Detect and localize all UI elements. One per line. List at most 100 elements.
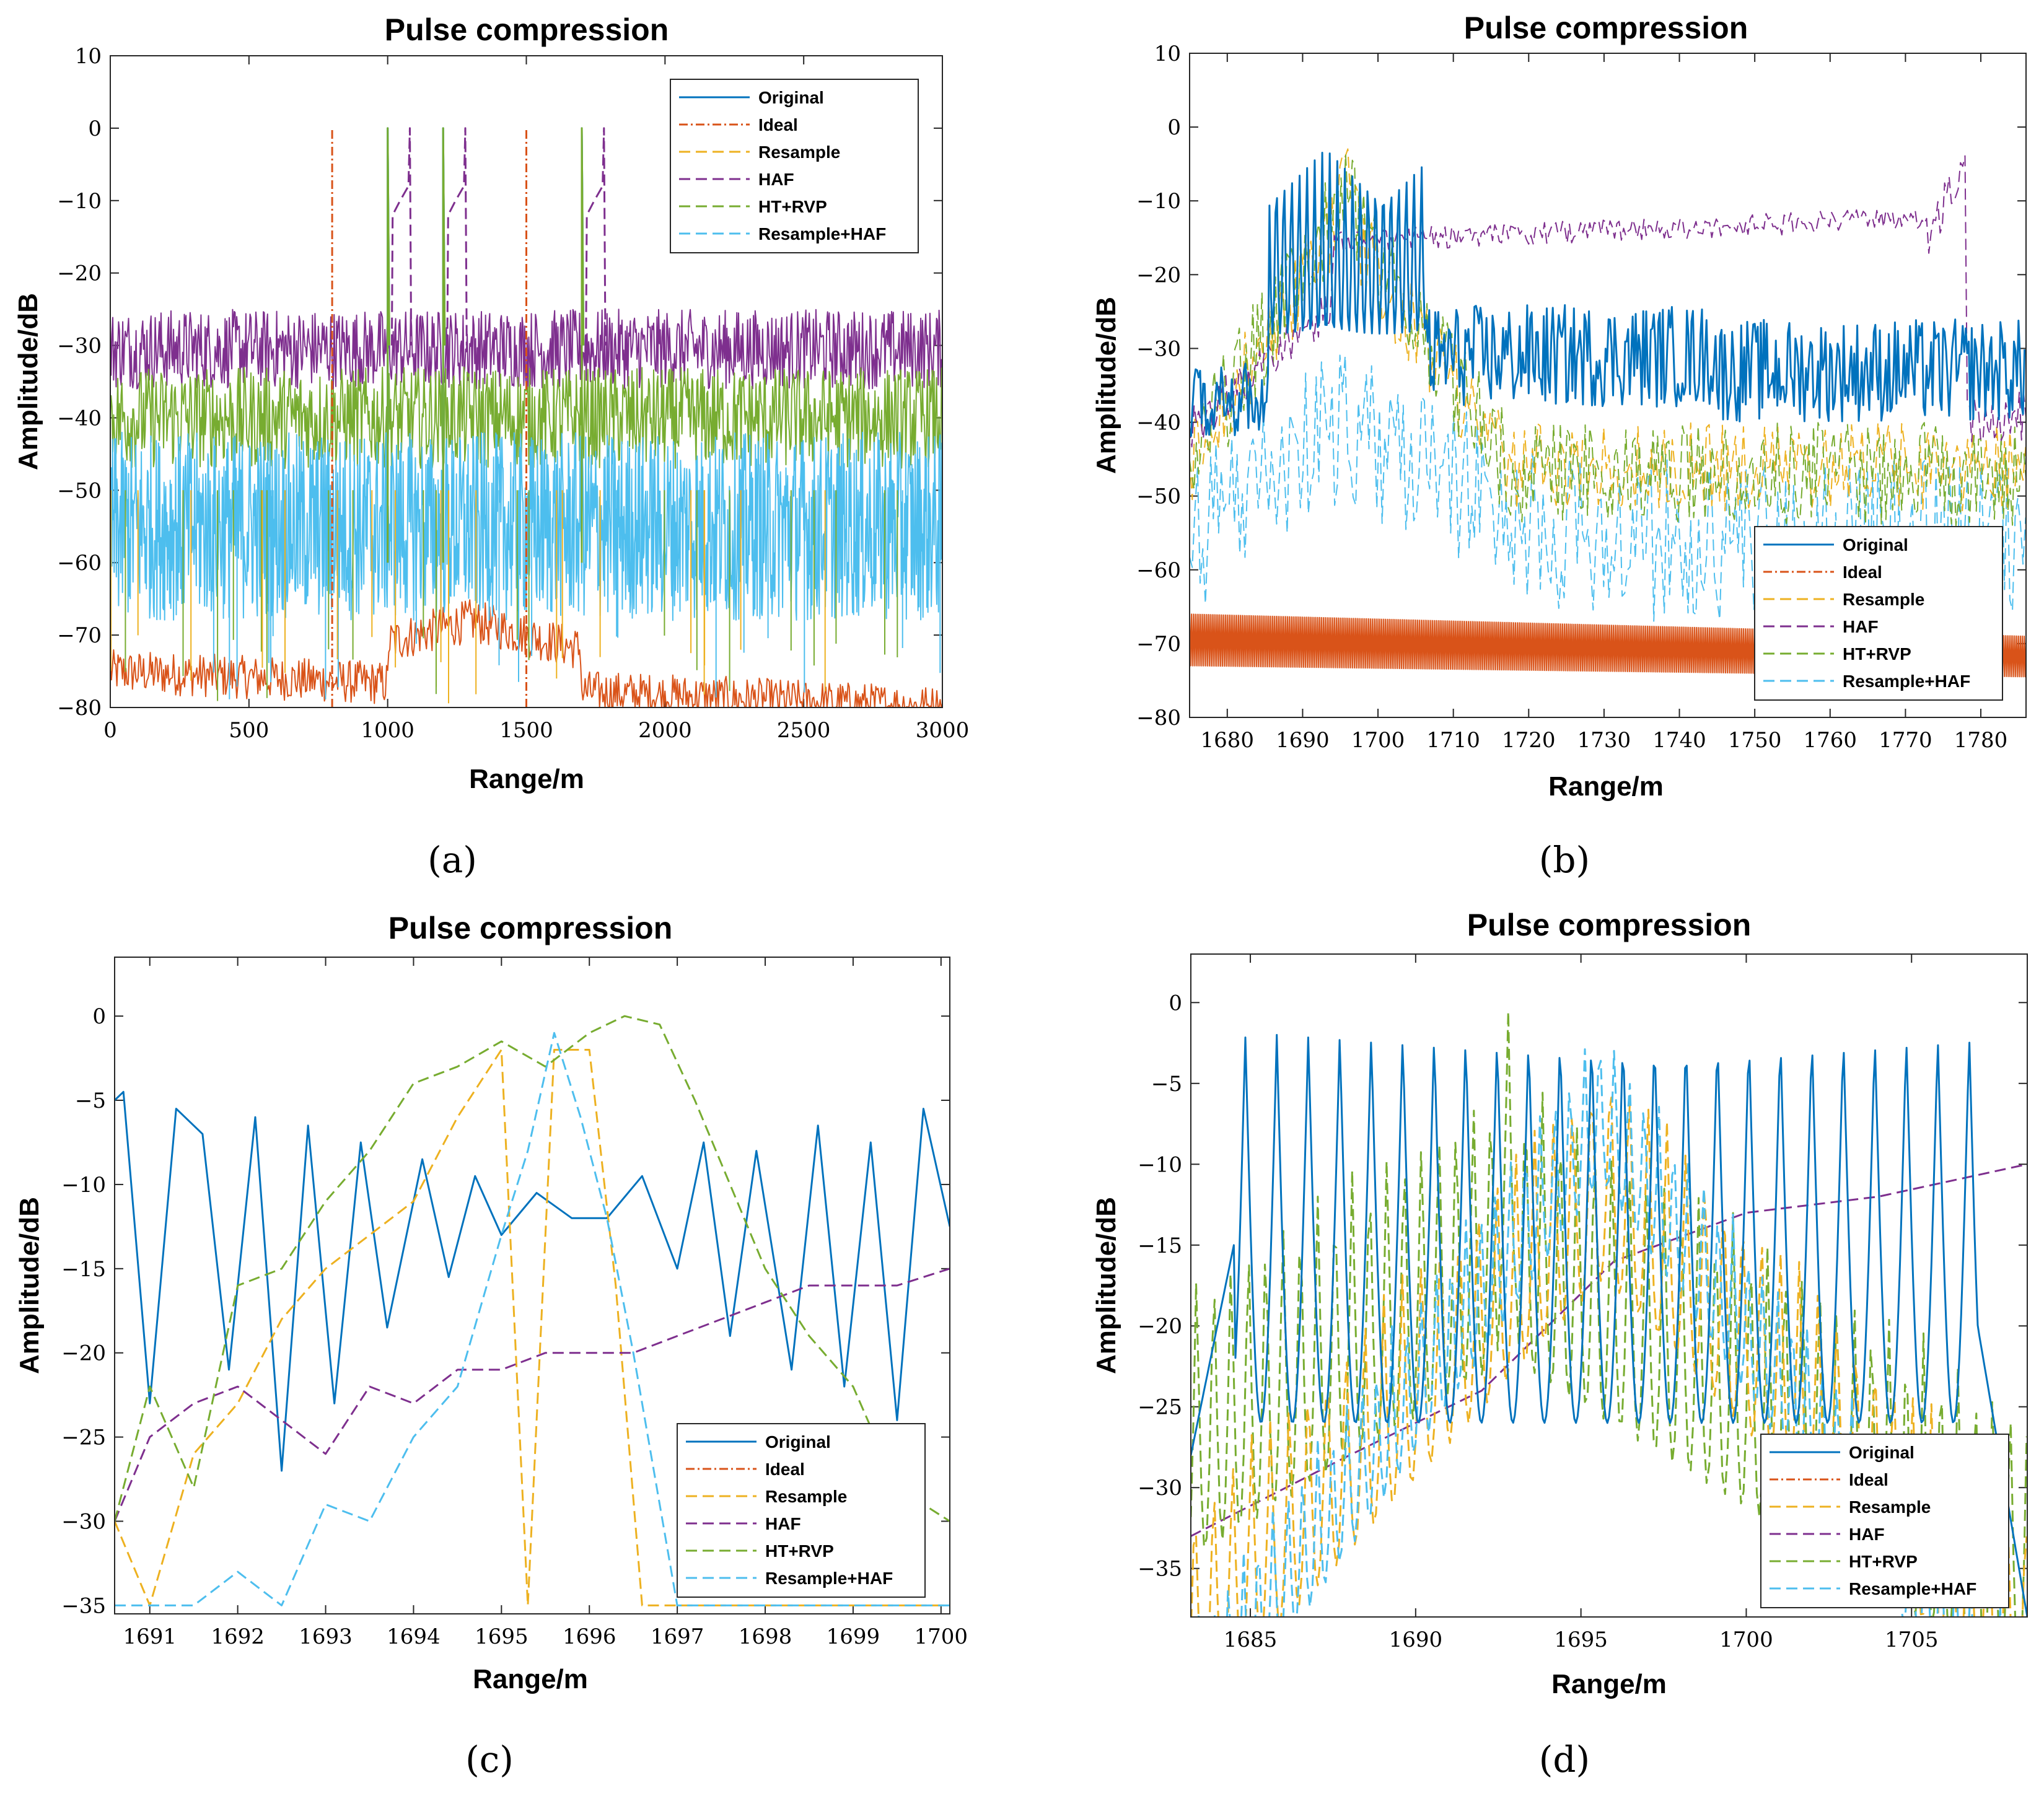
panel-a-ylabel: Amplitude/dB [13, 293, 43, 470]
legend-label: HT+RVP [1843, 644, 1911, 664]
panel-c: Pulse compression −35−30−25−20−15−10−50 … [14, 911, 968, 1781]
xtick-label: 1690 [1276, 728, 1330, 753]
legend-label: Resample+HAF [1843, 672, 1970, 691]
xtick-label: 0 [103, 718, 117, 743]
ytick-label: −20 [1138, 1314, 1182, 1339]
ytick-label: −35 [1138, 1557, 1182, 1582]
legend-label: Resample [758, 142, 840, 162]
ytick-label: −40 [1136, 411, 1181, 436]
panel-a-xlabel: Range/m [469, 764, 584, 794]
ytick-label: −70 [1136, 632, 1181, 657]
panel-b-xticks: 1680 1690 1700 1710 1720 1730 1740 1750 1760 1770… [1201, 53, 2008, 753]
xtick-label: 1700 [915, 1624, 968, 1649]
legend-label: Original [765, 1432, 831, 1452]
xtick-label: 1760 [1804, 728, 1858, 753]
ytick-label: −50 [57, 478, 102, 503]
xtick-label: 1740 [1652, 728, 1706, 753]
ytick-label: −10 [57, 189, 102, 214]
panel-c-xlabel: Range/m [473, 1664, 588, 1694]
ytick-label: −50 [1136, 484, 1181, 509]
series-haf-plateau [446, 127, 468, 346]
series-ht-rvp-trace [1191, 1010, 2027, 1617]
series-haf-line [115, 1268, 950, 1522]
legend-label: HT+RVP [758, 197, 827, 216]
series-ht-rvp-trace [1190, 153, 2026, 527]
panel-c-yticks: −35 −30 −25 −20 −15 −10 −5 0 [61, 1004, 950, 1618]
ytick-label: 0 [92, 1004, 106, 1029]
series-ht-rvp-peak [442, 127, 446, 563]
ytick-label: −5 [1151, 1072, 1182, 1097]
panel-b-legend: Original Ideal Resample HAF HT+RVP Resample+H… [1754, 526, 2003, 701]
panel-c-legend: Original Ideal Resample HAF HT+RVP Resample+H… [677, 1423, 926, 1598]
xtick-label: 1750 [1728, 728, 1782, 753]
xtick-label: 1692 [211, 1624, 265, 1649]
xtick-label: 1710 [1426, 728, 1480, 753]
xtick-label: 2500 [777, 718, 831, 743]
ytick-label: −10 [1136, 189, 1181, 214]
panel-d-xlabel: Range/m [1551, 1669, 1667, 1699]
xtick-label: 1700 [1719, 1627, 1773, 1652]
ytick-label: 0 [1167, 115, 1181, 140]
panel-b-caption: (b) [1539, 839, 1590, 881]
series-haf-plateau [390, 127, 413, 346]
xtick-label: 1500 [499, 718, 553, 743]
legend-label: Original [1843, 535, 1908, 554]
xtick-label: 1720 [1502, 728, 1556, 753]
ytick-label: −20 [61, 1341, 106, 1366]
xtick-label: 1699 [827, 1624, 880, 1649]
panel-a: Pulse compression −80−70−60−50−40−30−20−… [13, 12, 969, 881]
panel-c-xticks: 1691 1692 1693 1694 1695 1696 1697 1698 1699 1700 [123, 957, 968, 1649]
panel-d: Pulse compression −35−30−25−20−15−10−50 … [1091, 908, 2028, 1781]
panel-d-legend: Original Ideal Resample HAF HT+RVP Resample+H… [1760, 1434, 2009, 1608]
panel-b-ylabel: Amplitude/dB [1091, 297, 1121, 474]
panel-d-xticks: 1685 1690 1695 1700 1705 [1224, 954, 1939, 1652]
legend-label: Ideal [765, 1460, 805, 1479]
xtick-label: 1691 [123, 1624, 177, 1649]
ytick-label: −20 [1136, 263, 1181, 287]
legend-label: Resample+HAF [765, 1569, 893, 1588]
panel-d-yticks: −35 −30 −25 −20 −15 −10 −5 0 [1138, 991, 2027, 1582]
legend-box [1760, 1434, 2009, 1608]
ytick-label: 0 [88, 116, 102, 141]
ytick-label: −30 [57, 334, 102, 359]
xtick-label: 1696 [563, 1624, 616, 1649]
series-resample-haf-line [115, 1032, 950, 1606]
panel-a-caption: (a) [428, 839, 477, 881]
ytick-label: 0 [1169, 991, 1182, 1015]
ytick-label: −80 [1136, 706, 1181, 730]
series-ideal-floor [110, 599, 942, 707]
xtick-label: 1690 [1389, 1627, 1443, 1652]
ytick-label: −35 [61, 1593, 106, 1618]
xtick-label: 1700 [1351, 728, 1405, 753]
xtick-label: 2000 [638, 718, 692, 743]
xtick-label: 3000 [916, 718, 970, 743]
series-ht-rvp-peak [581, 127, 585, 563]
series-haf-plateau [585, 127, 607, 346]
legend-label: Resample [765, 1487, 847, 1506]
ytick-label: −20 [57, 261, 102, 286]
xtick-label: 1705 [1885, 1627, 1939, 1652]
series-haf-trace [1190, 155, 2026, 448]
panel-b: Pulse compression −80−70−60−50−40−30−20−… [1091, 11, 2027, 881]
xtick-label: 1698 [739, 1624, 792, 1649]
xtick-label: 1780 [1954, 728, 2008, 753]
panel-a-title: Pulse compression [385, 12, 669, 47]
legend-label: Original [758, 88, 824, 107]
xtick-label: 1730 [1577, 728, 1631, 753]
legend-label: Resample+HAF [1849, 1579, 1976, 1598]
xtick-label: 1000 [361, 718, 415, 743]
panel-b-axes-box [1189, 53, 2027, 718]
panel-a-legend: Original Ideal Resample HAF HT+RVP Resample+H… [670, 79, 919, 253]
legend-label: Resample+HAF [758, 224, 886, 243]
xtick-label: 1694 [387, 1624, 441, 1649]
panel-d-plot [1191, 1010, 2027, 1617]
ytick-label: −25 [61, 1426, 106, 1450]
legend-label: HAF [1843, 617, 1879, 636]
ytick-label: −10 [61, 1173, 106, 1198]
xtick-label: 1693 [299, 1624, 353, 1649]
ytick-label: −70 [57, 623, 102, 648]
xtick-label: 500 [229, 718, 269, 743]
panel-c-title: Pulse compression [388, 911, 673, 945]
xtick-label: 1695 [1554, 1627, 1608, 1652]
legend-label: Resample [1843, 590, 1924, 609]
